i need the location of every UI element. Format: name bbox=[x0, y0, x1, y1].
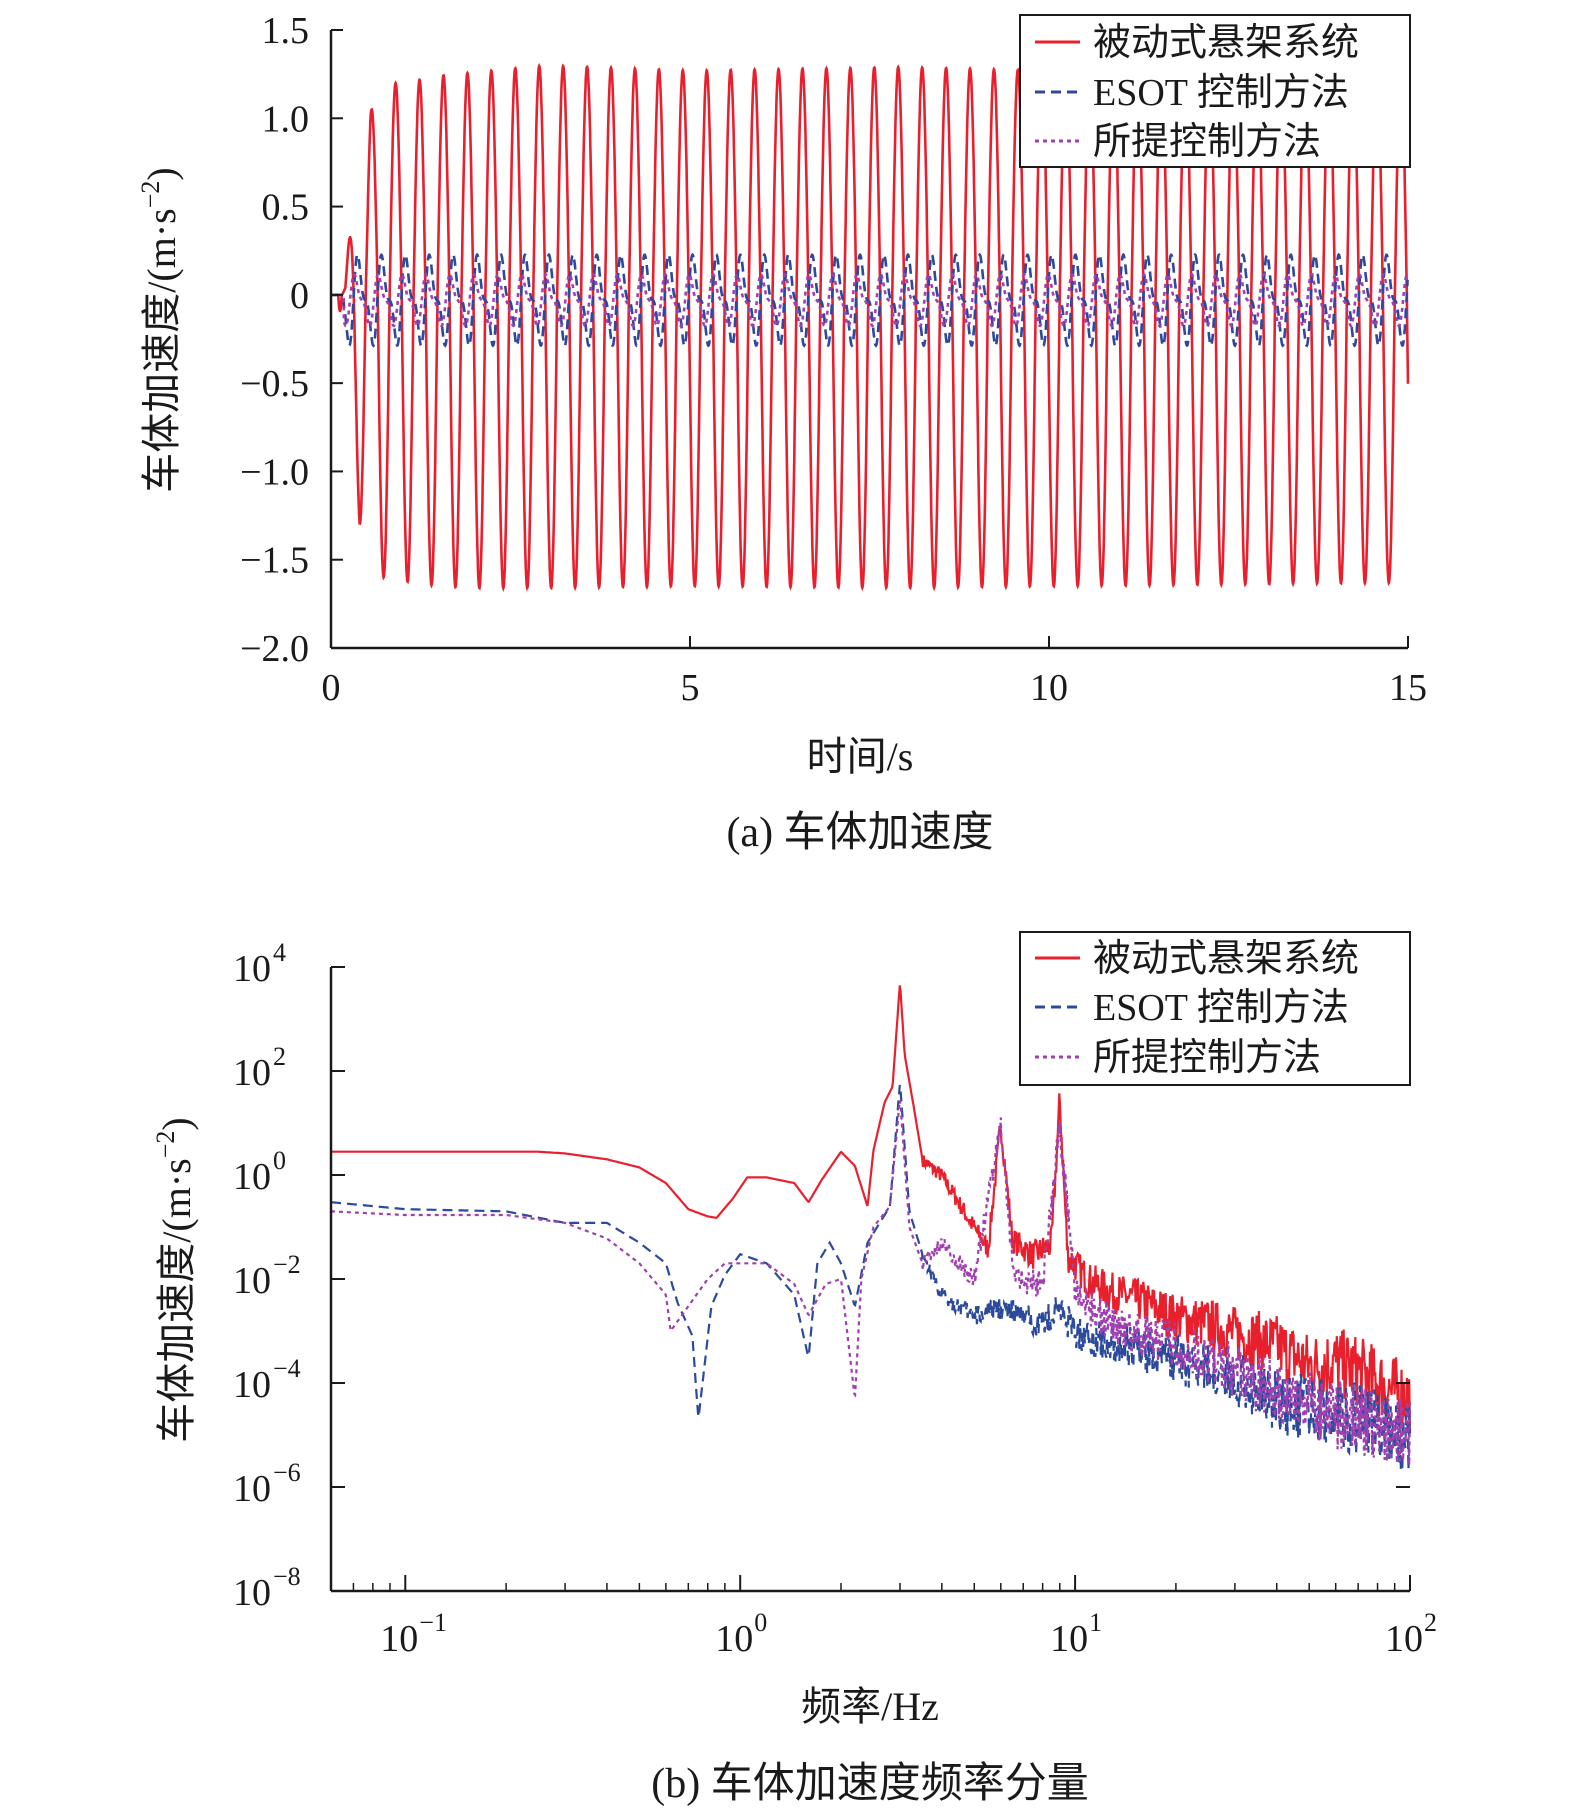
chart-a-series-esot-line bbox=[331, 252, 1409, 348]
chart-b-y-tick-exponent: 4 bbox=[273, 938, 286, 967]
chart-a-caption: (a) 车体加速度 bbox=[726, 810, 993, 856]
chart-b-series-group bbox=[330, 985, 1412, 1471]
chart-a-legend: 被动式悬架系统 ESOT 控制方法 所提控制方法 bbox=[1019, 14, 1411, 168]
chart-b-x-tick-exponent: −1 bbox=[419, 1608, 447, 1637]
chart-b-y-tick-exponent: 2 bbox=[273, 1042, 286, 1071]
chart-a-y-axis-title: 车体加速度/(m·s−2) bbox=[136, 167, 184, 492]
chart-b-y-tick-label: 10 bbox=[233, 1364, 271, 1406]
chart-b-legend-label-1: ESOT 控制方法 bbox=[1093, 987, 1349, 1029]
chart-a-y-ticks: 1.5 1.0 0.5 0 −0.5 −1.0 −1.5 −2.0 bbox=[240, 10, 343, 670]
chart-a-y-axis-title-sup: −2 bbox=[136, 181, 165, 209]
chart-a-legend-label-2: 所提控制方法 bbox=[1093, 121, 1321, 163]
chart-b-y-tick-label: 10 bbox=[233, 948, 271, 990]
chart-a-series-group bbox=[331, 62, 1410, 593]
chart-a-series-passive-line bbox=[331, 62, 1410, 593]
chart-a-y-tick-label: −0.5 bbox=[240, 363, 309, 405]
chart-a-y-tick-label: 0.5 bbox=[262, 187, 310, 229]
chart-a-y-axis-title-close: ) bbox=[139, 167, 184, 180]
chart-a-y-tick-label: −1.5 bbox=[240, 540, 309, 582]
chart-b-y-axis-title: 车体加速度/(m·s−2) bbox=[151, 1117, 199, 1442]
chart-b-x-tick-exponent: 1 bbox=[1089, 1608, 1102, 1637]
chart-a-legend-label-1: ESOT 控制方法 bbox=[1093, 72, 1349, 114]
chart-a-y-tick-label: 0 bbox=[290, 275, 309, 317]
chart-b-x-tick-label: 10 bbox=[380, 1618, 418, 1660]
chart-a-x-tick-label: 0 bbox=[322, 667, 341, 709]
chart-a-x-ticks: 0 5 10 15 bbox=[322, 636, 1427, 709]
chart-b-legend-box bbox=[1019, 931, 1411, 1086]
chart-b-y-axis-title-main: 车体加速度/(m·s bbox=[154, 1158, 199, 1442]
chart-b-y-tick-exponent: −2 bbox=[273, 1250, 301, 1279]
chart-b-y-tick-exponent: −4 bbox=[273, 1354, 301, 1383]
chart-b-series-passive-line bbox=[331, 985, 1412, 1434]
chart-a-y-tick-label: −1.0 bbox=[240, 451, 309, 493]
chart-b-x-tick-exponent: 2 bbox=[1424, 1608, 1437, 1637]
chart-b-x-tick-label: 10 bbox=[1385, 1618, 1423, 1660]
chart-b-y-tick-exponent: 0 bbox=[273, 1146, 286, 1175]
chart-b-legend-label-0: 被动式悬架系统 bbox=[1093, 938, 1359, 980]
chart-b-x-tick-label: 10 bbox=[715, 1618, 753, 1660]
chart-a-y-tick-label: 1.0 bbox=[262, 98, 310, 140]
chart-b-y-tick-label: 10 bbox=[233, 1052, 271, 1094]
chart-b-y-tick-label: 10 bbox=[233, 1156, 271, 1198]
chart-b-x-tick-exponent: 0 bbox=[754, 1608, 767, 1637]
chart-a-x-tick-label: 15 bbox=[1389, 667, 1427, 709]
chart-a-x-axis-title: 时间/s bbox=[807, 734, 914, 779]
chart-a-legend-label-0: 被动式悬架系统 bbox=[1093, 22, 1359, 64]
chart-a-y-tick-label: −2.0 bbox=[240, 628, 309, 670]
chart-a-y-tick-label: 1.5 bbox=[262, 10, 310, 52]
chart-b-legend-label-2: 所提控制方法 bbox=[1093, 1037, 1321, 1079]
chart-b-y-tick-exponent: −6 bbox=[273, 1458, 301, 1487]
chart-b-y-axis-title-close: ) bbox=[154, 1117, 199, 1130]
chart-b-y-tick-label: 10 bbox=[233, 1468, 271, 1510]
chart-a-y-axis-title-main: 车体加速度/(m·s bbox=[139, 208, 184, 492]
chart-b-x-ticks: 10 −1 10 0 10 1 10 2 bbox=[330, 1575, 1437, 1660]
chart-a: 1.5 1.0 0.5 0 −0.5 −1.0 −1.5 −2.0 0 5 10 15 时间/s 车… bbox=[136, 10, 1427, 856]
chart-b-y-tick-label: 10 bbox=[233, 1572, 271, 1614]
chart-a-legend-box bbox=[1019, 14, 1411, 168]
chart-b-y-tick-label: 10 bbox=[233, 1260, 271, 1302]
chart-a-x-tick-label: 5 bbox=[681, 667, 700, 709]
chart-b-caption: (b) 车体加速度频率分量 bbox=[651, 1760, 1088, 1807]
chart-b-series-esot-line bbox=[330, 1084, 1412, 1471]
chart-b-x-tick-label: 10 bbox=[1050, 1618, 1088, 1660]
chart-b-y-axis-title-sup: −2 bbox=[151, 1131, 180, 1159]
chart-b-y-tick-exponent: −8 bbox=[273, 1562, 301, 1591]
chart-a-axes bbox=[329, 30, 1408, 650]
chart-a-x-tick-label: 10 bbox=[1030, 667, 1068, 709]
chart-b-legend: 被动式悬架系统 ESOT 控制方法 所提控制方法 bbox=[1019, 931, 1411, 1086]
chart-b-series-proposed-line bbox=[330, 1100, 1412, 1465]
chart-b-x-axis-title: 频率/Hz bbox=[801, 1684, 939, 1729]
